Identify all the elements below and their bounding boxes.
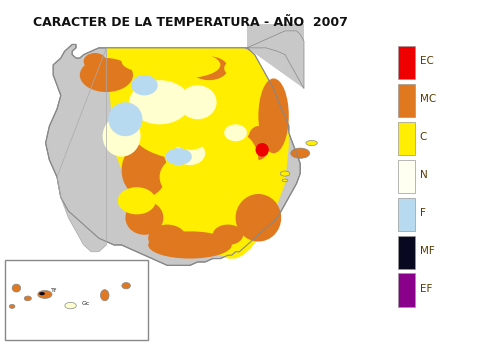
Bar bbox=[398, 235, 415, 269]
Ellipse shape bbox=[129, 92, 251, 160]
Ellipse shape bbox=[236, 194, 281, 241]
Ellipse shape bbox=[171, 122, 209, 150]
Ellipse shape bbox=[38, 290, 52, 298]
Ellipse shape bbox=[102, 116, 141, 156]
Ellipse shape bbox=[247, 126, 270, 160]
Bar bbox=[398, 273, 415, 307]
Polygon shape bbox=[247, 31, 304, 88]
Ellipse shape bbox=[258, 79, 289, 153]
Ellipse shape bbox=[166, 148, 192, 165]
Bar bbox=[5, 260, 148, 340]
Text: C: C bbox=[420, 132, 427, 142]
Ellipse shape bbox=[129, 80, 190, 124]
Bar bbox=[398, 198, 415, 231]
Ellipse shape bbox=[182, 187, 236, 221]
Ellipse shape bbox=[282, 179, 288, 182]
Ellipse shape bbox=[84, 53, 106, 70]
Ellipse shape bbox=[144, 51, 220, 79]
Polygon shape bbox=[46, 45, 300, 266]
Ellipse shape bbox=[224, 124, 247, 141]
Text: N: N bbox=[420, 170, 428, 180]
Ellipse shape bbox=[118, 187, 156, 215]
Text: EC: EC bbox=[420, 56, 434, 67]
Ellipse shape bbox=[213, 224, 243, 245]
Polygon shape bbox=[57, 48, 106, 252]
Text: Tf: Tf bbox=[50, 288, 56, 293]
Ellipse shape bbox=[122, 282, 130, 289]
Ellipse shape bbox=[178, 85, 216, 119]
Bar bbox=[398, 160, 415, 193]
Ellipse shape bbox=[148, 232, 232, 258]
Ellipse shape bbox=[175, 141, 205, 165]
Ellipse shape bbox=[108, 102, 142, 136]
Polygon shape bbox=[247, 24, 304, 88]
Ellipse shape bbox=[280, 171, 290, 176]
Ellipse shape bbox=[126, 201, 164, 235]
Ellipse shape bbox=[306, 141, 318, 145]
Bar bbox=[398, 122, 415, 155]
Ellipse shape bbox=[160, 156, 205, 198]
Ellipse shape bbox=[148, 224, 186, 252]
Ellipse shape bbox=[122, 51, 167, 72]
Text: EF: EF bbox=[420, 284, 432, 294]
Ellipse shape bbox=[80, 58, 133, 92]
Ellipse shape bbox=[198, 130, 258, 190]
Text: MC: MC bbox=[420, 95, 436, 104]
Ellipse shape bbox=[100, 290, 109, 301]
Text: MF: MF bbox=[420, 246, 434, 256]
Ellipse shape bbox=[12, 284, 20, 292]
Bar bbox=[398, 46, 415, 79]
Ellipse shape bbox=[65, 302, 76, 309]
Text: F: F bbox=[420, 208, 426, 218]
Ellipse shape bbox=[131, 75, 158, 96]
Text: Gc: Gc bbox=[82, 301, 90, 306]
Polygon shape bbox=[106, 48, 289, 258]
Ellipse shape bbox=[224, 58, 262, 79]
Ellipse shape bbox=[290, 148, 310, 158]
Bar bbox=[398, 84, 415, 117]
Ellipse shape bbox=[122, 143, 167, 198]
Text: CARACTER DE LA TEMPERATURA - AÑO  2007: CARACTER DE LA TEMPERATURA - AÑO 2007 bbox=[32, 16, 347, 29]
Ellipse shape bbox=[10, 304, 15, 308]
Ellipse shape bbox=[24, 296, 32, 301]
Ellipse shape bbox=[39, 292, 45, 295]
Ellipse shape bbox=[190, 56, 228, 80]
Ellipse shape bbox=[256, 143, 269, 156]
